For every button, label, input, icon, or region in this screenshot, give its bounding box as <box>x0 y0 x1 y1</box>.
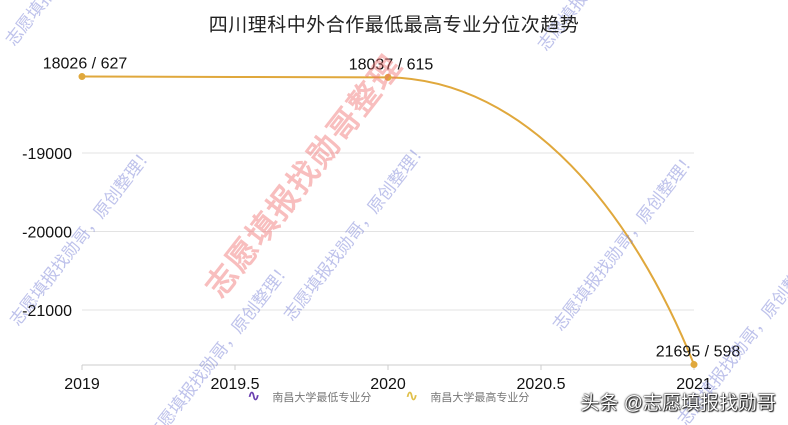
y-tick-label: -21000 <box>22 303 72 320</box>
grid-lines <box>82 152 694 311</box>
legend-label: 南昌大学最低专业分 <box>272 392 372 404</box>
legend: ∿ 南昌大学最低专业分 ∿ 南昌大学最高专业分 <box>0 389 788 407</box>
x-tick-label: 2020 <box>370 376 406 393</box>
x-axis: 2019 2019.5 2020 2020.5 2021 <box>64 364 712 393</box>
data-labels: 18026 / 627 18037 / 615 21695 / 598 <box>43 56 741 361</box>
x-tick-label: 2019 <box>64 376 100 393</box>
y-axis-ticks: -19000 -20000 -21000 <box>22 146 72 320</box>
x-tick-label: 2019.5 <box>211 376 260 393</box>
x-tick-label: 2021 <box>676 376 712 393</box>
data-point[interactable] <box>690 361 698 369</box>
x-tick-label: 2020.5 <box>517 376 566 393</box>
legend-label: 南昌大学最高专业分 <box>430 392 530 404</box>
wave-icon: ∿ <box>247 388 261 405</box>
legend-item-min[interactable]: ∿ 南昌大学最低专业分 <box>247 389 371 405</box>
credit-watermark: 头条 @志愿填报找勋哥 <box>580 393 776 414</box>
series-line-max <box>81 75 695 365</box>
legend-item-max[interactable]: ∿ 南昌大学最高专业分 <box>405 389 529 405</box>
y-tick-label: -20000 <box>22 225 72 242</box>
chart-title: 四川理科中外合作最低最高专业分位次趋势 <box>208 15 580 36</box>
data-label: 18026 / 627 <box>43 56 128 73</box>
data-point[interactable] <box>384 73 392 81</box>
data-point[interactable] <box>78 73 86 81</box>
wave-icon: ∿ <box>405 388 419 405</box>
data-label: 21695 / 598 <box>656 344 741 361</box>
series-lines <box>78 73 698 369</box>
data-label: 18037 / 615 <box>349 56 434 73</box>
y-tick-label: -19000 <box>22 146 72 163</box>
